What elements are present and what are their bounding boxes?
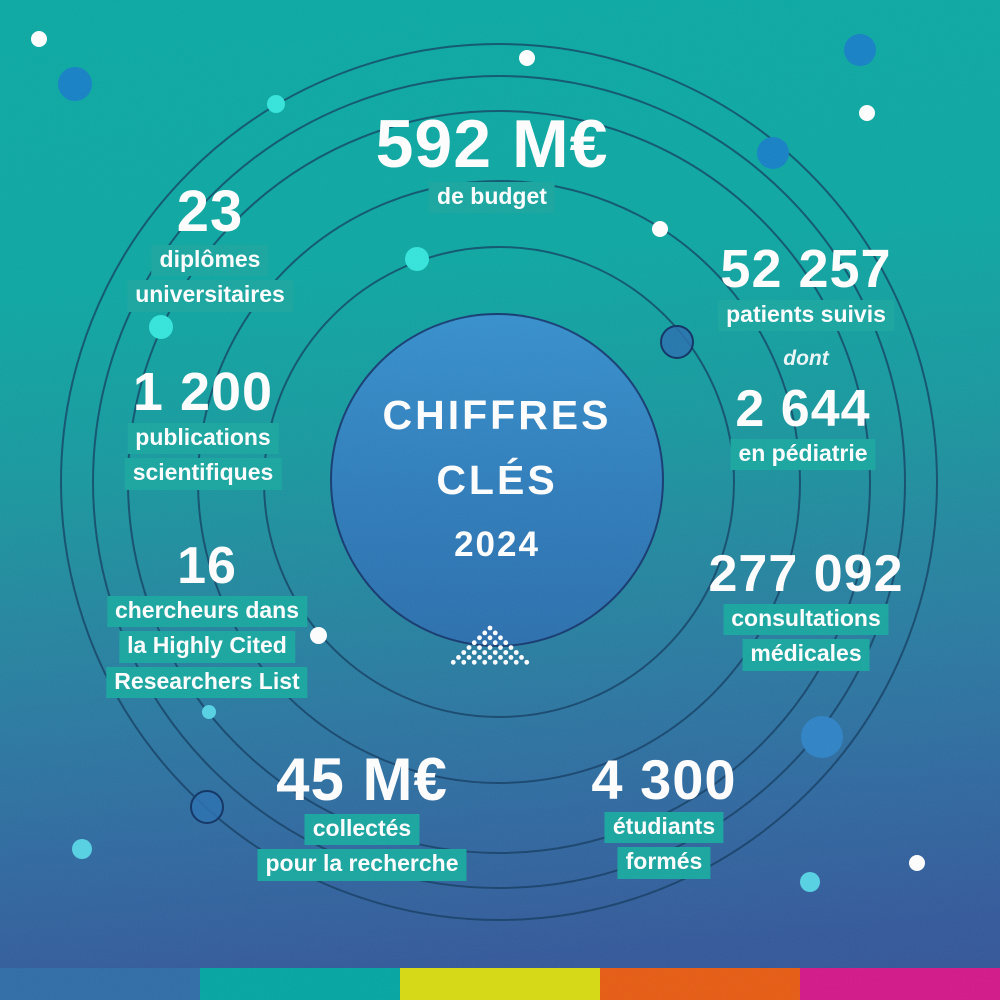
decor-dot-blue — [58, 67, 92, 101]
stat-label: scientifiques — [124, 458, 282, 490]
stat-label: formés — [617, 847, 711, 879]
stat-diplomes: 23 diplômes universitaires — [127, 183, 293, 312]
stat-label: diplômes — [151, 245, 269, 277]
decor-dot-white — [310, 627, 327, 644]
stripe-segment — [600, 968, 800, 1000]
poster-title-line3: 2024 — [454, 525, 540, 564]
stat-label: en pédiatrie — [730, 439, 876, 471]
poster-title-line1: CHIFFRES — [382, 392, 612, 438]
stat-etudiants: 4 300 étudiants formés — [591, 752, 736, 879]
center-circle: CHIFFRES CLÉS 2024 — [330, 313, 664, 647]
stat-value: 52 257 — [720, 239, 892, 299]
decor-circle-outlined — [660, 325, 694, 359]
stat-consultations: 277 092 consultations médicales — [709, 548, 904, 671]
decor-dot-cyan — [405, 247, 429, 271]
stat-label: la Highly Cited — [119, 631, 295, 663]
decor-dot-white — [31, 31, 47, 47]
stat-label: collectés — [304, 814, 420, 846]
stat-value: 2 644 — [735, 380, 871, 438]
stat-publications: 1 200 publications scientifiques — [124, 362, 282, 490]
stat-note: dont — [783, 347, 829, 371]
decor-dot-cyan — [72, 839, 92, 859]
stat-budget: 592 M€ de budget — [375, 106, 609, 214]
decor-dot-white — [519, 50, 535, 66]
stat-value: 23 — [176, 179, 244, 244]
stat-label: de budget — [429, 182, 555, 214]
stat-value: 16 — [177, 537, 237, 595]
stat-label: chercheurs dans — [106, 596, 308, 628]
stripe-segment — [0, 968, 200, 1000]
decor-dot-white — [859, 105, 875, 121]
decor-dot-white — [652, 221, 668, 237]
stat-pediatrie: 2 644 en pédiatrie — [730, 380, 876, 471]
decor-dot-blue — [844, 34, 876, 66]
stat-patients: 52 257 patients suivis dont — [718, 242, 894, 371]
decor-dot-blue — [801, 716, 843, 758]
decor-dot-white — [909, 855, 925, 871]
stat-label: patients suivis — [718, 300, 894, 332]
stat-label: universitaires — [127, 280, 293, 312]
decor-dot-cyan — [267, 95, 285, 113]
decor-circle-outlined — [190, 790, 224, 824]
decor-dot-cyan — [149, 315, 173, 339]
stat-value: 4 300 — [591, 748, 737, 811]
stripe-segment — [400, 968, 600, 1000]
stat-value: 1 200 — [132, 362, 274, 422]
stat-label: médicales — [742, 639, 870, 671]
stat-value: 45 M€ — [276, 746, 448, 813]
stat-label: pour la recherche — [257, 849, 467, 881]
stat-chercheurs: 16 chercheurs dans la Highly Cited Resea… — [106, 537, 308, 698]
stat-label: Researchers List — [106, 666, 308, 698]
stripe-segment — [200, 968, 400, 1000]
poster-title-line2: CLÉS — [436, 457, 558, 503]
stat-value: 277 092 — [708, 545, 904, 603]
stat-value: 592 M€ — [375, 106, 609, 182]
decor-dot-cyan — [800, 872, 820, 892]
decor-dot-cyan — [202, 705, 216, 719]
dots-triangle-icon — [450, 625, 530, 665]
stat-label: consultations — [723, 604, 889, 636]
stat-label: étudiants — [604, 812, 724, 844]
stat-collecte: 45 M€ collectés pour la recherche — [257, 746, 467, 881]
stat-label: publications — [127, 423, 279, 455]
decor-dot-blue — [757, 137, 789, 169]
stripe-segment — [800, 968, 1000, 1000]
footer-color-stripe — [0, 968, 1000, 1000]
